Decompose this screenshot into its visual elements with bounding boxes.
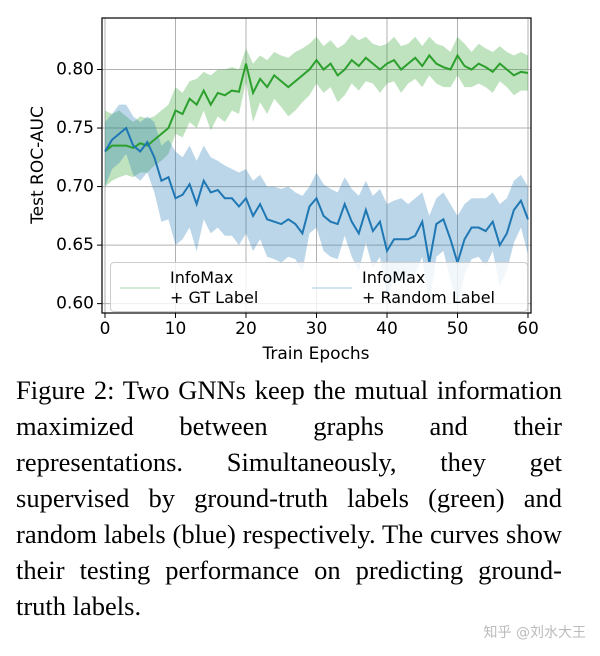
error-band (105, 104, 528, 306)
y-tick-label: 0.70 (56, 177, 94, 197)
y-tick-label: 0.75 (56, 118, 94, 138)
legend (110, 262, 528, 312)
legend-label: InfoMax + GT Label (170, 268, 259, 307)
x-tick-label: 40 (376, 319, 398, 339)
watermark: 知乎 @刘水大王 (483, 625, 586, 641)
caption: Figure 2: Two GNNs keep the mutual infor… (16, 375, 562, 621)
legend-label: InfoMax + Random Label (362, 268, 495, 307)
x-tick-label: 30 (306, 319, 328, 339)
line (104, 53, 529, 153)
y-tick-label: 0.65 (56, 235, 94, 255)
error-band (105, 34, 528, 187)
y-tick-label: 0.60 (56, 294, 94, 314)
x-tick-label: 20 (235, 319, 257, 339)
plot-frame (101, 17, 532, 314)
x-axis-label: Train Epochs (261, 344, 369, 364)
chart: Test ROC-AUC Train Epochs 0.60 0.65 0.70 0.… (28, 17, 539, 364)
y-tick-label: 0.80 (56, 60, 94, 80)
x-tick-label: 60 (517, 319, 539, 339)
y-axis-label: Test ROC-AUC (28, 106, 48, 225)
x-tick-label: 0 (100, 319, 111, 339)
x-tick-label: 50 (447, 319, 469, 339)
x-tick-label: 10 (165, 319, 187, 339)
